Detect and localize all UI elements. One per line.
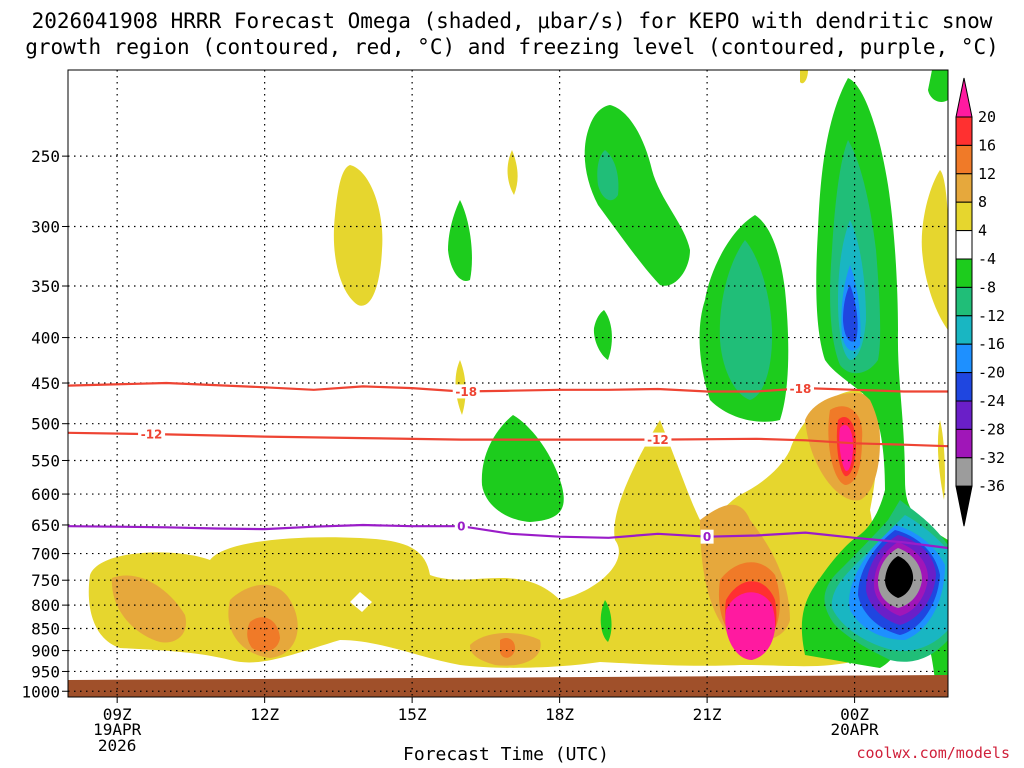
x-axis-title: Forecast Time (UTC) xyxy=(403,744,609,765)
y-tick-label-800: 800 xyxy=(31,596,60,615)
x-tick-date-19APR: 19APR xyxy=(93,720,142,739)
y-tick-label-450: 450 xyxy=(31,374,60,393)
terrain-ground xyxy=(68,675,948,697)
y-tick-label-900: 900 xyxy=(31,642,60,661)
omega-calm-gap xyxy=(350,592,372,612)
colorbar-label--36: -36 xyxy=(978,477,1005,495)
isotherm--12 xyxy=(68,431,948,448)
isotherm--18 xyxy=(68,381,948,393)
colorbar-box xyxy=(955,400,973,430)
colorbar-label--4: -4 xyxy=(978,250,996,268)
isotherm-label-bg xyxy=(644,432,672,447)
y-tick-label-300: 300 xyxy=(31,218,60,237)
colorbar-label-12: 12 xyxy=(978,165,996,183)
x-tick-year-2026: 2026 xyxy=(98,736,137,755)
colorbar-box xyxy=(955,343,973,374)
x-tick-label-00Z: 00Z xyxy=(840,705,869,724)
colorbar-bottom-arrow xyxy=(955,485,973,527)
colorbar-label-20: 20 xyxy=(978,108,996,126)
y-tick-label-400: 400 xyxy=(31,329,60,348)
y-tick-label-1000: 1000 xyxy=(21,682,60,701)
colorbar-label-8: 8 xyxy=(978,193,987,211)
y-tick-label-850: 850 xyxy=(31,620,60,639)
colorbar-box xyxy=(955,201,973,232)
colorbar-label--8: -8 xyxy=(978,278,996,296)
colorbar-box xyxy=(955,258,973,288)
colorbar-label--28: -28 xyxy=(978,420,1005,438)
isotherm-label-0: 0 xyxy=(703,530,711,544)
omega-above-20-region xyxy=(725,424,854,660)
isotherm-label--18: -18 xyxy=(790,382,812,396)
colorbar-box xyxy=(955,315,973,345)
isotherm-contours: -18 -18 -12 -12 0 0 xyxy=(68,381,948,550)
colorbar-box xyxy=(955,457,973,487)
colorbar-label--24: -24 xyxy=(978,392,1005,410)
colorbar-box xyxy=(955,116,973,146)
x-tick-label-12Z: 12Z xyxy=(250,705,279,724)
colorbar-box xyxy=(955,286,973,317)
y-tick-label-600: 600 xyxy=(31,485,60,504)
x-tick-label-15Z: 15Z xyxy=(398,705,427,724)
colorbar-box xyxy=(955,230,973,260)
isotherm-0 xyxy=(68,523,948,550)
isotherm-label-bg xyxy=(452,384,480,399)
colorbar-label-4: 4 xyxy=(978,222,987,240)
isotherm-label-bg xyxy=(454,519,468,534)
colorbar-label--32: -32 xyxy=(978,449,1005,467)
x-tick-date-20APR: 20APR xyxy=(831,720,880,739)
x-tick-label-09Z: 09Z xyxy=(103,705,132,724)
y-tick-label-250: 250 xyxy=(31,147,60,166)
omega-below-neg36-region xyxy=(885,556,914,598)
isotherm-label--12: -12 xyxy=(647,433,669,447)
isotherm-label--18: -18 xyxy=(455,385,477,399)
isotherm-label-0: 0 xyxy=(457,520,465,534)
y-tick-label-550: 550 xyxy=(31,451,60,470)
pressure-axis: 250 300 350 400 450 500 550 600 650 700 750 800 850 9… xyxy=(21,147,68,701)
isotherm-label-bg xyxy=(138,427,166,442)
colorbar-box xyxy=(955,428,973,459)
x-tick-label-18Z: 18Z xyxy=(545,705,574,724)
y-tick-label-950: 950 xyxy=(31,662,60,681)
y-tick-label-350: 350 xyxy=(31,277,60,296)
x-tick-label-21Z: 21Z xyxy=(693,705,722,724)
isotherm-label-bg xyxy=(700,529,714,544)
title-line-1: 2026041908 HRRR Forecast Omega (shaded, … xyxy=(31,9,993,33)
colorbar-top-arrow xyxy=(955,77,973,118)
isotherm-label--12: -12 xyxy=(141,428,163,442)
y-tick-label-700: 700 xyxy=(31,545,60,564)
y-tick-label-500: 500 xyxy=(31,415,60,434)
colorbar-label--16: -16 xyxy=(978,335,1005,353)
colorbar-box xyxy=(955,173,973,203)
site-credit[interactable]: coolwx.com/models xyxy=(856,744,1010,762)
colorbar-legend: 20 16 12 8 4 -4 -8 -12 -16 -20 -24 -28 -32 -36 xyxy=(955,77,1005,527)
y-tick-label-750: 750 xyxy=(31,571,60,590)
colorbar-label--12: -12 xyxy=(978,307,1005,325)
colorbar-box xyxy=(955,144,973,175)
title-line-2: growth region (contoured, red, °C) and f… xyxy=(25,35,999,59)
x-axis-title-wrap: Forecast Time (UTC) xyxy=(0,744,1024,765)
isotherm-label-bg xyxy=(787,381,815,396)
colorbar-label-16: 16 xyxy=(978,136,996,154)
chart-title: 2026041908 HRRR Forecast Omega (shaded, … xyxy=(0,8,1024,60)
y-tick-label-650: 650 xyxy=(31,516,60,535)
colorbar-box xyxy=(955,372,973,402)
colorbar-label--20: -20 xyxy=(978,364,1005,382)
